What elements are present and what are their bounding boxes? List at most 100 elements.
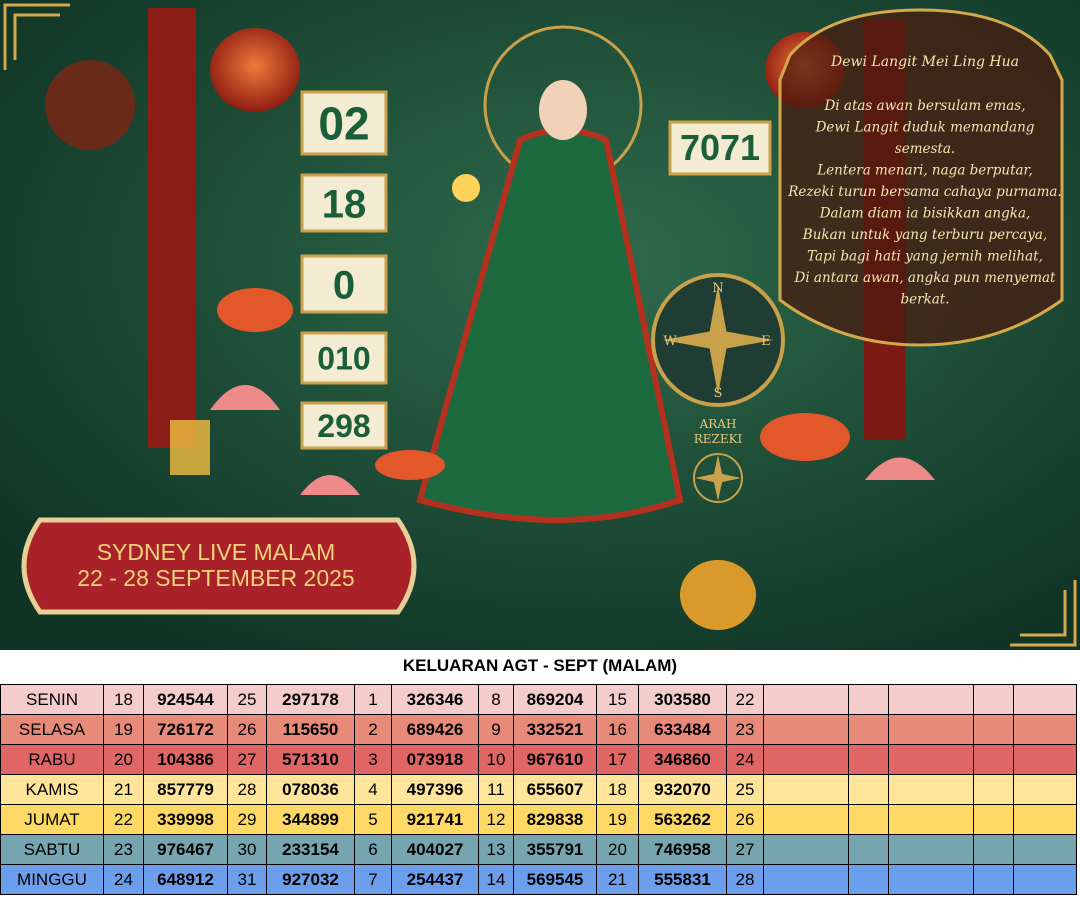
empty-cell [888, 774, 974, 805]
date-cell: 26 [227, 714, 267, 745]
result-cell: 326346 [391, 684, 479, 715]
empty-cell [973, 864, 1014, 895]
result-cell: 927032 [266, 864, 355, 895]
date-cell: 10 [478, 744, 514, 775]
result-table-section: KELUARAN AGT - SEPT (MALAM) SENIN 18 92454… [0, 652, 1080, 900]
result-cell: 355791 [513, 834, 597, 865]
date-cell: 8 [478, 684, 514, 715]
empty-cell [888, 684, 974, 715]
poem-line: Bukan untuk yang terburu percaya, [802, 227, 1047, 243]
date-cell: 11 [478, 774, 514, 805]
date-cell: 21 [103, 774, 144, 805]
date-cell: 22 [726, 684, 764, 715]
number-boxes: 02 18 0 010 298 [300, 90, 388, 450]
poem-line: berkat. [900, 292, 949, 308]
result-cell: 339998 [143, 804, 228, 835]
date-cell: 27 [726, 834, 764, 865]
date-cell: 18 [596, 774, 639, 805]
date-cell: 23 [103, 834, 144, 865]
compass-letter: N [712, 281, 723, 296]
compass-letter: W [663, 334, 677, 349]
date-cell: 27 [227, 744, 267, 775]
date-cell: 25 [726, 774, 764, 805]
empty-cell [888, 744, 974, 775]
poem: Di atas awan bersulam emas, Dewi Langit d… [787, 98, 1062, 308]
empty-cell [763, 744, 849, 775]
date-cell: 4 [354, 774, 392, 805]
date-cell: 19 [103, 714, 144, 745]
empty-cell [973, 834, 1014, 865]
prediction-number: 18 [322, 182, 367, 226]
date-cell: 25 [227, 684, 267, 715]
table-row: KAMIS 21 857779 28 078036 4 497396 11 655607 18 93… [0, 774, 1077, 805]
empty-cell [888, 714, 974, 745]
result-cell: 829838 [513, 804, 597, 835]
banner-line: 22 - 28 SEPTEMBER 2025 [77, 565, 354, 591]
compass-letter: E [761, 334, 771, 349]
result-cell: 571310 [266, 744, 355, 775]
result-cell: 569545 [513, 864, 597, 895]
number-box [300, 401, 388, 450]
empty-cell [763, 684, 849, 715]
day-cell: SELASA [0, 714, 104, 745]
poster: N E S W ARAH REZEKI 02 18 0 010 298 7071 Dew… [0, 0, 1080, 650]
date-cell: 5 [354, 804, 392, 835]
date-cell: 20 [103, 744, 144, 775]
empty-cell [888, 804, 974, 835]
result-cell: 655607 [513, 774, 597, 805]
empty-cell [1013, 744, 1077, 775]
table-row: SENIN 18 924544 25 297178 1 326346 8 869204 15 303… [0, 684, 1077, 715]
table-row: JUMAT 22 339998 29 344899 5 921741 12 829838 19 56… [0, 804, 1077, 835]
result-cell: 104386 [143, 744, 228, 775]
date-cell: 31 [227, 864, 267, 895]
empty-cell [848, 714, 889, 745]
date-cell: 24 [726, 744, 764, 775]
prediction-number: 010 [317, 341, 370, 377]
day-cell: RABU [0, 744, 104, 775]
number-box [300, 254, 388, 314]
day-cell: JUMAT [0, 804, 104, 835]
result-cell: 967610 [513, 744, 597, 775]
date-cell: 29 [227, 804, 267, 835]
result-cell: 921741 [391, 804, 479, 835]
empty-cell [1013, 804, 1077, 835]
date-cell: 13 [478, 834, 514, 865]
result-cell: 857779 [143, 774, 228, 805]
poem-title: Dewi Langit Mei Ling Hua [830, 54, 1019, 70]
date-cell: 9 [478, 714, 514, 745]
result-cell: 976467 [143, 834, 228, 865]
poem-line: Dewi Langit duduk memandang [815, 120, 1035, 136]
result-cell: 563262 [638, 804, 727, 835]
table-row: MINGGU 24 648912 31 927032 7 254437 14 569545 21 5… [0, 864, 1077, 895]
day-cell: KAMIS [0, 774, 104, 805]
date-cell: 24 [103, 864, 144, 895]
result-cell: 115650 [266, 714, 355, 745]
result-cell: 254437 [391, 864, 479, 895]
date-cell: 30 [227, 834, 267, 865]
empty-cell [888, 864, 974, 895]
result-cell: 344899 [266, 804, 355, 835]
result-cell: 404027 [391, 834, 479, 865]
date-cell: 18 [103, 684, 144, 715]
result-cell: 078036 [266, 774, 355, 805]
result-cell: 869204 [513, 684, 597, 715]
empty-cell [973, 714, 1014, 745]
result-cell: 303580 [638, 684, 727, 715]
number-box [300, 90, 388, 156]
date-cell: 20 [596, 834, 639, 865]
compass-caption: ARAH [699, 417, 737, 431]
date-cell: 28 [726, 864, 764, 895]
empty-cell [763, 774, 849, 805]
day-cell: MINGGU [0, 864, 104, 895]
result-cell: 633484 [638, 714, 727, 745]
result-cell: 497396 [391, 774, 479, 805]
side-number: 7071 [680, 127, 760, 168]
compass-letter: S [714, 386, 723, 401]
date-cell: 26 [726, 804, 764, 835]
date-cell: 2 [354, 714, 392, 745]
date-cell: 16 [596, 714, 639, 745]
empty-cell [888, 834, 974, 865]
empty-cell [848, 834, 889, 865]
date-cell: 17 [596, 744, 639, 775]
result-cell: 924544 [143, 684, 228, 715]
